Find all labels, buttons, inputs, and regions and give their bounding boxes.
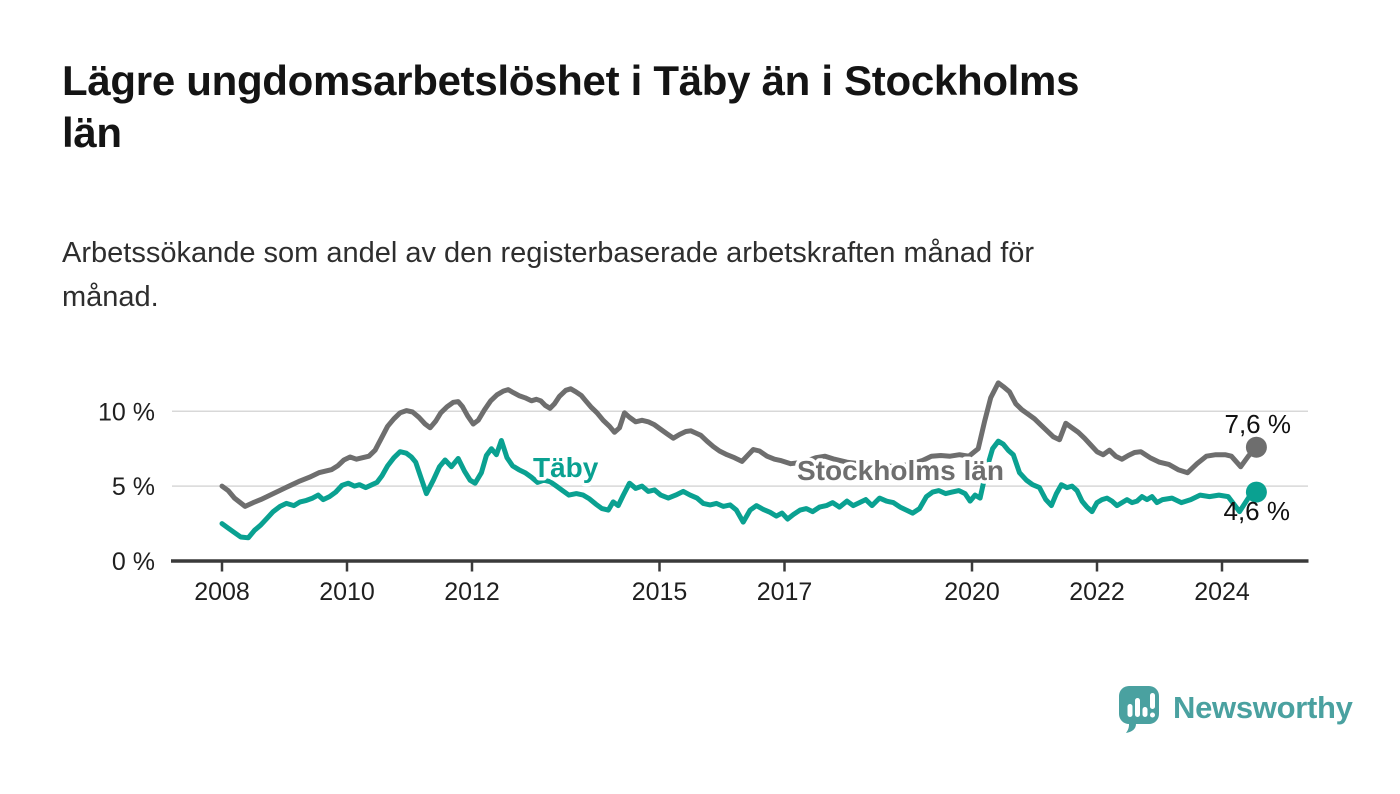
x-axis-tick-label: 2010: [319, 578, 375, 606]
page-title-line-2: län: [62, 109, 122, 157]
logo-bar-2: [1135, 698, 1140, 717]
page-title: Lägre ungdomsarbetslöshet i Täby än i St…: [62, 55, 1362, 159]
logo-wordmark: Newsworthy: [1173, 690, 1353, 725]
t-by-end-dot: [1245, 481, 1267, 503]
line-chart: 0 %5 %10 % 2008 2010 2012 2015 2017 2020 2022 2…: [98, 380, 1309, 606]
end-value-label-stockholms-lan: 7,6 %: [1225, 409, 1292, 439]
stockholms-l-n-line: [219, 380, 1259, 509]
page-title-line-1: Lägre ungdomsarbetslöshet i Täby än i St…: [62, 57, 1080, 104]
x-axis-tick-label: 2020: [944, 578, 1000, 606]
x-axis-tick-label: 2022: [1069, 578, 1125, 606]
y-axis-tick-label: 0 %: [112, 548, 155, 576]
x-axis-ticks: [220, 561, 1224, 572]
chart-subtitle: Arbetssökande som andel av den registerb…: [62, 231, 1312, 319]
logo-bar-3: [1142, 707, 1148, 717]
x-axis-tick-label: 2008: [194, 578, 250, 606]
logo-exclamation-dot: [1150, 712, 1155, 718]
gridlines: [172, 410, 1308, 487]
series-label-taby: Täby: [533, 452, 599, 483]
x-axis-tick-label: 2012: [444, 578, 500, 606]
chart-subtitle-line-1: Arbetssökande som andel av den registerb…: [62, 237, 1035, 269]
x-axis-tick-label: 2015: [632, 578, 688, 606]
y-axis-tick-label: 5 %: [112, 473, 155, 501]
stockholms-l-n-end-dot: [1245, 436, 1267, 458]
newsworthy-logo: Newsworthy: [1116, 682, 1353, 734]
x-axis-tick-label: 2017: [757, 578, 813, 606]
y-axis-tick-label: 10 %: [98, 398, 155, 426]
logo-bar-1: [1127, 704, 1133, 717]
bar-chart-speech-bubble-icon: [1119, 686, 1159, 733]
x-axis-tick-label: 2024: [1194, 578, 1250, 606]
series-lines: [219, 380, 1267, 541]
logo-exclamation-bar: [1150, 693, 1155, 709]
x-axis-labels: 2008 2010 2012 2015 2017 2020 2022 2024: [194, 578, 1250, 606]
y-axis-labels: 0 % 5 % 10 %: [98, 398, 155, 576]
series-label-stockholms-lan: Stockholms län: [797, 455, 1004, 486]
chart-subtitle-line-2: månad.: [62, 281, 159, 314]
end-value-label-taby: 4,6 %: [1224, 496, 1291, 526]
t-by-line: [219, 438, 1259, 541]
